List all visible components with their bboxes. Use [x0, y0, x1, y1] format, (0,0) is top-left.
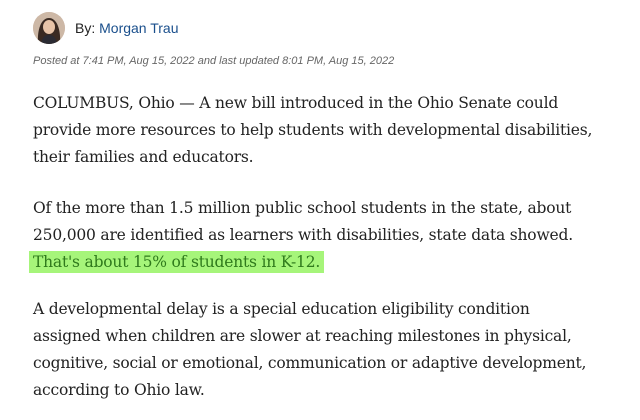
byline-prefix: By: — [75, 20, 96, 36]
paragraph-line: their families and educators. — [33, 148, 254, 166]
paragraph-line: cognitive, social or emotional, communic… — [33, 354, 587, 372]
paragraph-line: according to Ohio law. — [33, 381, 205, 399]
paragraph-line: COLUMBUS, Ohio — A new bill introduced i… — [33, 94, 559, 112]
byline-text: By: Morgan Trau — [75, 20, 179, 36]
author-photo-icon — [33, 12, 65, 44]
article-paragraph-1: COLUMBUS, Ohio — A new bill introduced i… — [33, 90, 633, 171]
byline: By: Morgan Trau — [33, 12, 179, 44]
article-paragraph-2: Of the more than 1.5 million public scho… — [29, 195, 633, 276]
author-avatar[interactable] — [33, 12, 65, 44]
highlighted-text: That's about 15% of students in K-12. — [29, 251, 325, 273]
article-paragraph-3: A developmental delay is a special educa… — [33, 296, 633, 404]
highlighted-line-wrapper: That's about 15% of students in K-12. — [29, 249, 633, 276]
author-link[interactable]: Morgan Trau — [99, 20, 179, 36]
paragraph-line: assigned when children are slower at rea… — [33, 327, 572, 345]
post-timestamp: Posted at 7:41 PM, Aug 15, 2022 and last… — [33, 55, 395, 67]
paragraph-line: 250,000 are identified as learners with … — [33, 226, 573, 244]
paragraph-line: provide more resources to help students … — [33, 121, 593, 139]
paragraph-line: A developmental delay is a special educa… — [33, 300, 530, 318]
paragraph-line: Of the more than 1.5 million public scho… — [33, 199, 572, 217]
